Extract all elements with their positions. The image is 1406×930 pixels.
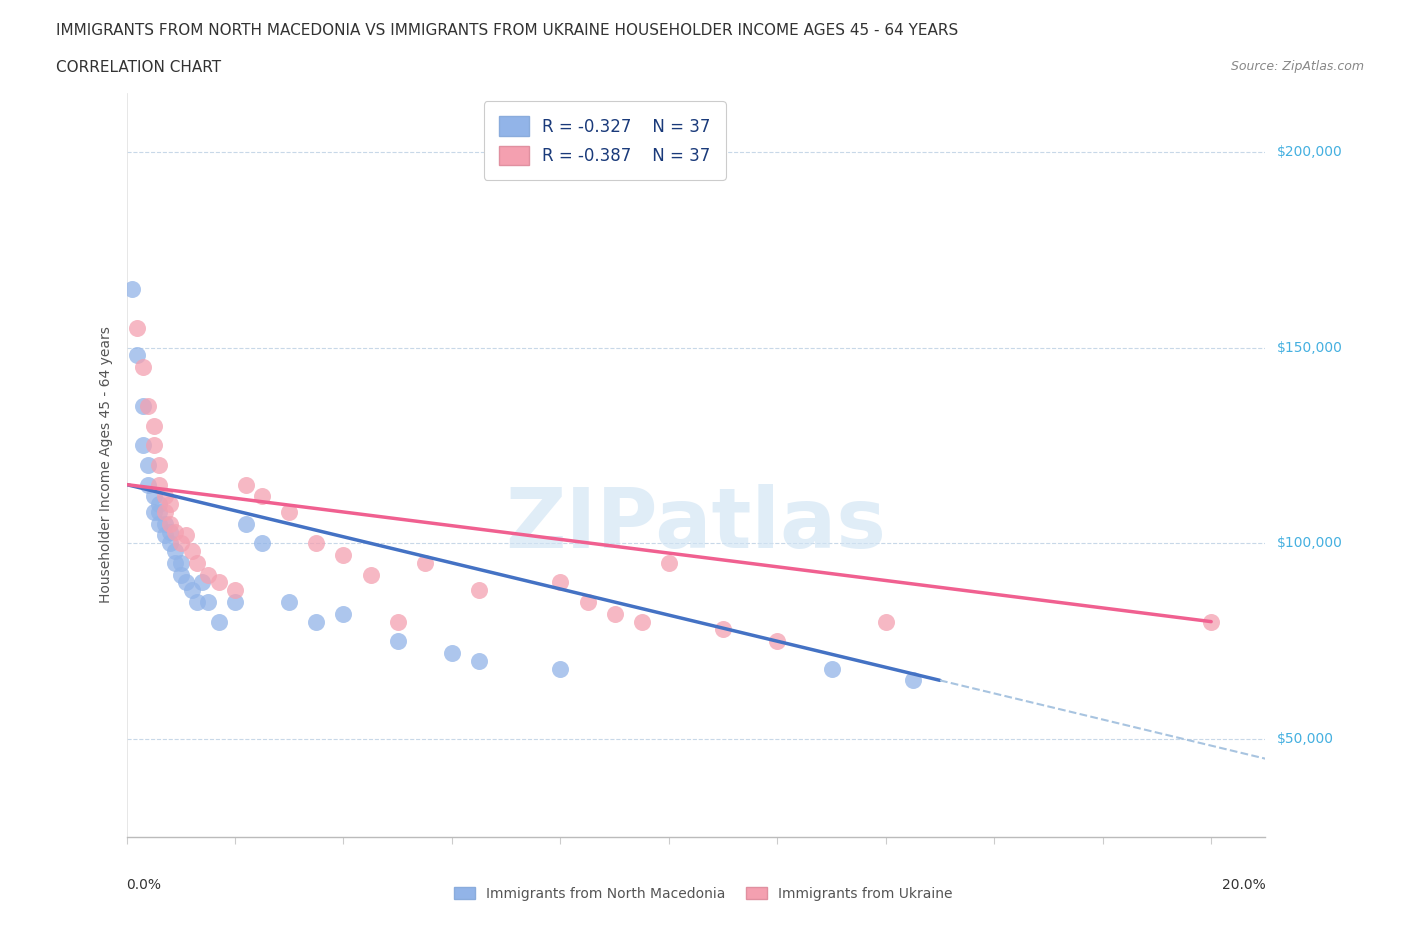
Point xyxy=(174,575,197,590)
Point xyxy=(159,536,181,551)
Point xyxy=(191,575,214,590)
Point xyxy=(165,555,187,570)
Point xyxy=(142,505,165,520)
Point xyxy=(165,544,187,559)
Point xyxy=(875,614,897,629)
Point xyxy=(132,399,155,414)
Point xyxy=(820,661,842,676)
Point xyxy=(278,505,301,520)
Text: ZIPatlas: ZIPatlas xyxy=(506,484,886,565)
Point xyxy=(148,497,170,512)
Legend: R = -0.327    N = 37, R = -0.387    N = 37: R = -0.327 N = 37, R = -0.387 N = 37 xyxy=(484,101,725,179)
Point xyxy=(153,516,176,531)
Text: 0.0%: 0.0% xyxy=(127,878,162,892)
Point xyxy=(136,399,159,414)
Point xyxy=(142,489,165,504)
Point xyxy=(170,536,193,551)
Text: 20.0%: 20.0% xyxy=(1222,878,1265,892)
Text: IMMIGRANTS FROM NORTH MACEDONIA VS IMMIGRANTS FROM UKRAINE HOUSEHOLDER INCOME AG: IMMIGRANTS FROM NORTH MACEDONIA VS IMMIG… xyxy=(56,23,959,38)
Point xyxy=(136,477,159,492)
Point xyxy=(132,438,155,453)
Point xyxy=(127,321,149,336)
Point xyxy=(576,594,599,609)
Point xyxy=(603,606,626,621)
Point xyxy=(148,516,170,531)
Point xyxy=(305,614,328,629)
Point xyxy=(142,438,165,453)
Point xyxy=(468,583,491,598)
Point xyxy=(305,536,328,551)
Point xyxy=(387,614,409,629)
Point xyxy=(180,544,202,559)
Point xyxy=(224,583,246,598)
Text: CORRELATION CHART: CORRELATION CHART xyxy=(56,60,221,75)
Point xyxy=(550,575,572,590)
Point xyxy=(170,555,193,570)
Point xyxy=(413,555,436,570)
Point xyxy=(186,594,208,609)
Point xyxy=(159,525,181,539)
Point xyxy=(186,555,208,570)
Text: $200,000: $200,000 xyxy=(1277,145,1343,159)
Point xyxy=(235,516,257,531)
Point xyxy=(180,583,202,598)
Point xyxy=(153,528,176,543)
Point xyxy=(208,575,231,590)
Point xyxy=(170,567,193,582)
Point xyxy=(224,594,246,609)
Point xyxy=(550,661,572,676)
Point xyxy=(165,525,187,539)
Point xyxy=(332,548,354,563)
Point xyxy=(658,555,681,570)
Legend: Immigrants from North Macedonia, Immigrants from Ukraine: Immigrants from North Macedonia, Immigra… xyxy=(449,882,957,907)
Point xyxy=(250,489,273,504)
Point xyxy=(1199,614,1222,629)
Point xyxy=(159,516,181,531)
Point xyxy=(148,477,170,492)
Point xyxy=(121,282,143,297)
Text: $100,000: $100,000 xyxy=(1277,537,1343,551)
Point xyxy=(148,505,170,520)
Point xyxy=(440,645,463,660)
Point xyxy=(197,567,219,582)
Point xyxy=(332,606,354,621)
Point xyxy=(142,418,165,433)
Point xyxy=(153,489,176,504)
Text: $50,000: $50,000 xyxy=(1277,732,1334,746)
Point xyxy=(711,622,734,637)
Point xyxy=(174,528,197,543)
Point xyxy=(208,614,231,629)
Point xyxy=(148,458,170,472)
Point xyxy=(468,654,491,669)
Point xyxy=(387,633,409,648)
Point xyxy=(197,594,219,609)
Point xyxy=(250,536,273,551)
Point xyxy=(235,477,257,492)
Point xyxy=(136,458,159,472)
Point xyxy=(159,497,181,512)
Text: $150,000: $150,000 xyxy=(1277,340,1343,354)
Point xyxy=(132,360,155,375)
Point xyxy=(630,614,652,629)
Text: Source: ZipAtlas.com: Source: ZipAtlas.com xyxy=(1230,60,1364,73)
Point xyxy=(153,505,176,520)
Point xyxy=(901,673,924,688)
Point xyxy=(360,567,382,582)
Point xyxy=(278,594,301,609)
Point xyxy=(127,348,149,363)
Point xyxy=(766,633,789,648)
Y-axis label: Householder Income Ages 45 - 64 years: Householder Income Ages 45 - 64 years xyxy=(98,326,112,604)
